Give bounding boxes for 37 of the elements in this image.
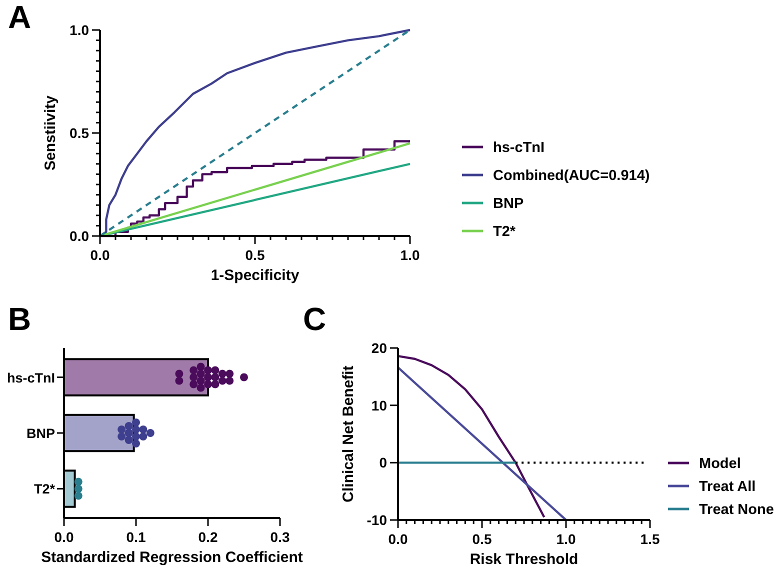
x-axis-title: Standardized Regression Coefficient	[41, 549, 303, 566]
x-tick-label: 0.0	[54, 529, 74, 545]
y-axis-title: Clinical Net Benefit	[340, 366, 357, 502]
x-tick-label: 1.0	[400, 247, 420, 263]
legend-label: Model	[699, 456, 741, 472]
chart-title: C	[303, 301, 326, 337]
y-tick-label: T2*	[34, 482, 56, 497]
legend-label: T2*	[493, 224, 516, 240]
y-tick-label: 1.0	[70, 22, 90, 38]
x-tick-label: 0.2	[198, 529, 218, 545]
y-tick-label: 0	[379, 454, 388, 471]
y-tick-label: BNP	[26, 426, 55, 441]
legend-label: Combined(AUC=0.914)	[493, 168, 650, 184]
x-tick-label: 0.1	[126, 529, 146, 545]
line-series	[396, 354, 546, 518]
y-axis-title: Senstiivity	[42, 94, 59, 171]
legend-label: BNP	[493, 196, 524, 212]
y-tick-label: 20	[371, 340, 388, 356]
x-tick-label: 0.5	[245, 247, 265, 263]
y-tick-label: 0.0	[70, 228, 90, 244]
y-tick-label: 10	[371, 397, 388, 414]
x-tick-label: 0.3	[270, 529, 290, 545]
y-tick-label: hs-cTnI	[6, 370, 55, 386]
x-tick-label: 1.5	[640, 531, 660, 547]
legend-label: Treat None	[699, 502, 774, 518]
chart-title: B	[8, 301, 32, 337]
x-tick-label: 0.0	[90, 247, 110, 263]
x-axis-title: 1-Specificity	[210, 267, 300, 284]
y-tick-label: 0.5	[70, 125, 90, 141]
legend-label: hs-cTnI	[493, 140, 545, 156]
chart-title: A	[8, 0, 32, 35]
y-tick-label: -10	[366, 512, 388, 528]
x-tick-label: 0.5	[472, 531, 492, 547]
x-tick-label: 0.0	[388, 531, 408, 547]
x-tick-label: 1.0	[556, 531, 576, 547]
legend-label: Treat All	[699, 479, 756, 495]
x-axis-title: Risk Threshold	[470, 551, 578, 568]
